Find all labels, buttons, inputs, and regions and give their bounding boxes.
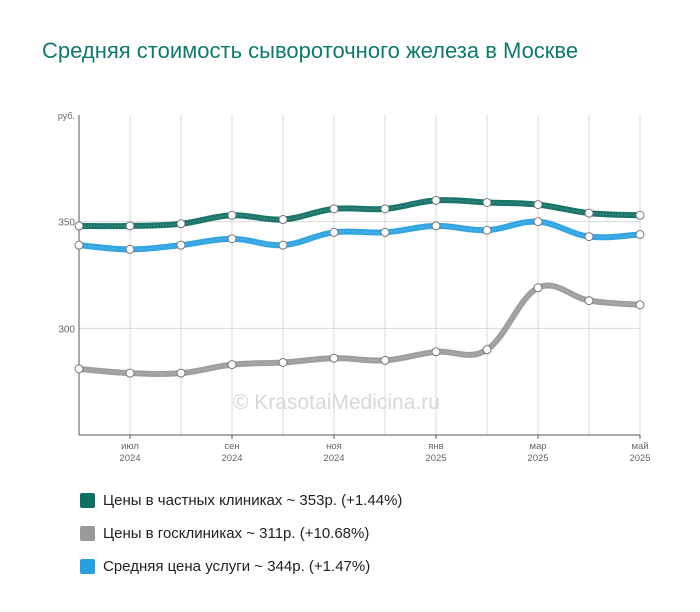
data-point xyxy=(176,240,186,250)
data-point xyxy=(125,244,135,254)
legend-item-public[interactable]: Цены в госклиниках ~ 311р. (+10.68%) xyxy=(80,517,402,550)
series-line-0 xyxy=(76,197,643,230)
data-point xyxy=(431,347,441,357)
data-point xyxy=(482,197,492,207)
x-tick-label-month: сен xyxy=(224,441,239,452)
data-point xyxy=(278,215,288,225)
data-point xyxy=(125,368,135,378)
legend-label: Средняя цена услуги ~ 344р. (+1.47%) xyxy=(103,558,371,575)
x-tick-label-year: 2024 xyxy=(221,453,242,464)
x-tick-label-month: мар xyxy=(529,441,546,452)
data-point xyxy=(635,229,645,239)
legend-swatch xyxy=(80,526,95,541)
y-tick-label: 300 xyxy=(58,324,75,335)
x-tick-label-month: май xyxy=(631,441,648,452)
data-point xyxy=(380,204,390,214)
data-point xyxy=(329,204,339,214)
data-point xyxy=(431,221,441,231)
x-tick-label-year: 2024 xyxy=(119,453,140,464)
series-line-1 xyxy=(76,282,643,378)
legend-label: Цены в госклиниках ~ 311р. (+10.68%) xyxy=(103,525,370,542)
data-point xyxy=(176,368,186,378)
data-point xyxy=(176,219,186,229)
x-tick-label-year: 2025 xyxy=(629,453,650,464)
series-line-texture-0 xyxy=(78,199,641,227)
legend-label: Цены в частных клиниках ~ 353р. (+1.44%) xyxy=(103,492,403,509)
data-point xyxy=(635,300,645,310)
data-point xyxy=(74,364,84,374)
series-line-texture-2 xyxy=(78,221,641,250)
data-point xyxy=(533,200,543,210)
x-tick-label-month: янв xyxy=(428,441,443,452)
data-point xyxy=(482,225,492,235)
grid xyxy=(78,115,641,435)
axis-labels: 300350руб.июл2024сен2024ноя2024янв2025ма… xyxy=(58,111,651,464)
data-point xyxy=(584,208,594,218)
series-line-2 xyxy=(76,218,643,253)
x-tick-label-year: 2025 xyxy=(527,453,548,464)
legend-swatch xyxy=(80,493,95,508)
data-point xyxy=(482,345,492,355)
data-point xyxy=(74,240,84,250)
data-point xyxy=(431,195,441,205)
legend-swatch xyxy=(80,559,95,574)
data-point xyxy=(329,227,339,237)
y-unit-label: руб. xyxy=(58,111,75,121)
data-point xyxy=(380,227,390,237)
data-point xyxy=(278,357,288,367)
chart-title: Средняя стоимость сывороточного железа в… xyxy=(42,38,579,63)
data-point xyxy=(380,355,390,365)
data-point xyxy=(74,221,84,231)
x-tick-label-month: июл xyxy=(121,441,139,452)
legend: Цены в частных клиниках ~ 353р. (+1.44%)… xyxy=(80,484,402,583)
data-point xyxy=(584,296,594,306)
data-point xyxy=(278,240,288,250)
line-chart: 300350руб.июл2024сен2024ноя2024янв2025ма… xyxy=(58,111,651,464)
x-tick-label-year: 2025 xyxy=(425,453,446,464)
data-point xyxy=(533,217,543,227)
x-tick-label-month: ноя xyxy=(326,441,342,452)
data-point xyxy=(329,353,339,363)
x-tick-label-year: 2024 xyxy=(323,453,344,464)
data-point xyxy=(227,360,237,370)
data-point xyxy=(584,232,594,242)
data-point xyxy=(125,221,135,231)
data-point xyxy=(533,283,543,293)
y-tick-label: 350 xyxy=(58,218,75,229)
axes xyxy=(78,115,641,439)
series-points xyxy=(74,195,645,378)
data-point xyxy=(227,210,237,220)
watermark: © KrasotaiMedicina.ru xyxy=(233,391,440,414)
data-point xyxy=(227,234,237,244)
data-point xyxy=(635,210,645,220)
series-lines xyxy=(76,197,643,378)
legend-item-private[interactable]: Цены в частных клиниках ~ 353р. (+1.44%) xyxy=(80,484,402,517)
legend-item-average[interactable]: Средняя цена услуги ~ 344р. (+1.47%) xyxy=(80,550,402,583)
